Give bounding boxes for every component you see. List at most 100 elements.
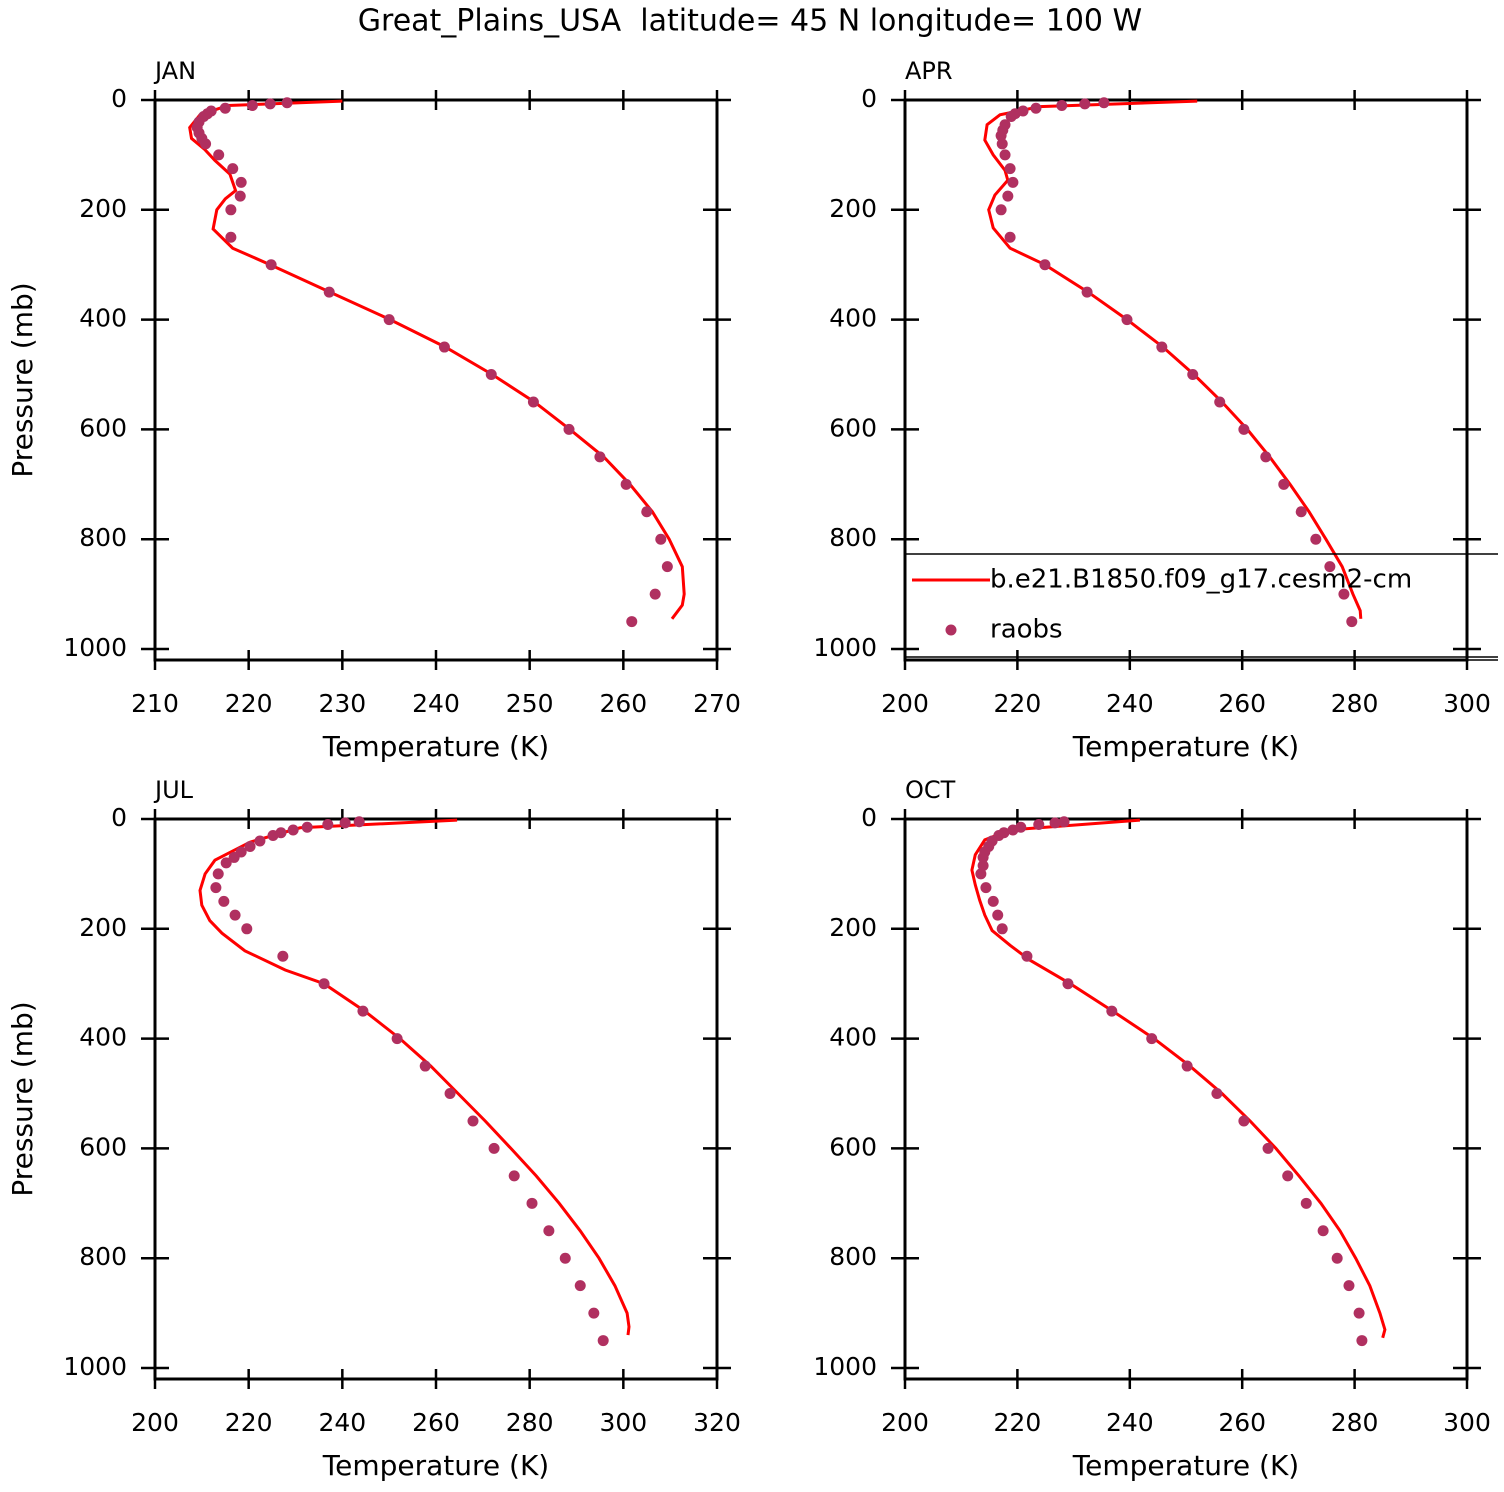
y-tick-label: 600 <box>829 1132 877 1161</box>
obs-point <box>1238 423 1250 435</box>
obs-point <box>995 204 1007 216</box>
obs-point <box>287 824 299 836</box>
y-tick-label: 800 <box>79 523 127 552</box>
obs-point <box>220 857 232 869</box>
plot-frame <box>903 817 1469 1381</box>
y-tick-label: 200 <box>829 194 877 223</box>
x-tick-label: 300 <box>1443 689 1491 718</box>
obs-point <box>1021 950 1033 962</box>
obs-point <box>999 149 1011 161</box>
x-tick-label: 260 <box>1218 1408 1266 1437</box>
obs-point <box>1262 1142 1274 1154</box>
y-tick-label: 600 <box>829 413 877 442</box>
obs-point <box>980 882 992 894</box>
obs-point <box>1211 1088 1223 1100</box>
obs-point <box>244 840 256 852</box>
obs-point <box>219 102 231 114</box>
obs-point <box>1007 176 1019 188</box>
x-tick-label: 230 <box>318 689 366 718</box>
obs-point <box>1056 99 1068 111</box>
plot-frame <box>153 817 719 1381</box>
obs-point <box>212 868 224 880</box>
model-line <box>198 818 631 1336</box>
obs-point <box>1098 97 1110 109</box>
obs-point <box>438 341 450 353</box>
obs-point <box>1187 369 1199 381</box>
obs-point <box>1282 1170 1294 1182</box>
panel-title: APR <box>905 57 953 85</box>
obs-point <box>594 451 606 463</box>
obs-point <box>444 1088 456 1100</box>
obs-point <box>1004 231 1016 243</box>
obs-point <box>1058 816 1070 828</box>
x-tick-label: 210 <box>131 689 179 718</box>
y-tick-label: 600 <box>79 1132 127 1161</box>
obs-point <box>1033 818 1045 830</box>
obs-point <box>1106 1005 1118 1017</box>
obs-point <box>213 149 225 161</box>
obs-point <box>246 99 258 111</box>
obs-point <box>419 1060 431 1072</box>
x-tick-label: 260 <box>599 689 647 718</box>
y-tick-label: 0 <box>111 803 127 832</box>
obs-point <box>1343 1280 1355 1292</box>
obs-point <box>1278 478 1290 490</box>
y-tick-label: 0 <box>861 84 877 113</box>
y-tick-label: 0 <box>861 803 877 832</box>
obs-point <box>1331 1252 1343 1264</box>
y-axis-label: Pressure (mb) <box>6 282 39 477</box>
obs-point <box>527 396 539 408</box>
x-tick-label: 240 <box>412 689 460 718</box>
obs-point <box>267 829 279 841</box>
y-tick-label: 800 <box>829 1242 877 1271</box>
obs-point <box>1121 314 1133 326</box>
obs-point <box>265 259 277 271</box>
obs-point <box>588 1307 600 1319</box>
obs-point <box>641 506 653 518</box>
y-tick-label: 400 <box>79 304 127 333</box>
obs-point <box>1030 102 1042 114</box>
y-tick-label: 1000 <box>813 1352 877 1381</box>
y-tick-label: 0 <box>111 84 127 113</box>
obs-point <box>1005 110 1017 122</box>
x-tick-label: 220 <box>225 689 273 718</box>
x-tick-label: 280 <box>1331 1408 1379 1437</box>
obs-point <box>323 286 335 298</box>
obs-point <box>1338 588 1350 600</box>
obs-point <box>1324 561 1336 573</box>
panel: APR 200 220 240 260 280 300 0 200 400 600 800 1000 Te… <box>813 57 1498 763</box>
y-tick-label: 1000 <box>813 633 877 662</box>
obs-point <box>391 1033 403 1045</box>
obs-point <box>1049 817 1061 829</box>
x-tick-label: 260 <box>412 1408 460 1437</box>
obs-point <box>264 98 276 110</box>
obs-point <box>574 1280 586 1292</box>
model-line <box>970 818 1387 1339</box>
y-tick-label: 1000 <box>63 1352 127 1381</box>
panel: OCT 200 220 240 260 280 300 0 200 400 600 800 1000 Te… <box>813 776 1490 1482</box>
x-tick-label: 260 <box>1218 689 1266 718</box>
y-tick-label: 800 <box>829 523 877 552</box>
obs-point <box>995 130 1007 142</box>
x-tick-label: 220 <box>994 689 1042 718</box>
obs-point <box>1238 1115 1250 1127</box>
obs-point <box>1346 616 1358 628</box>
y-axis-label: Pressure (mb) <box>6 1001 39 1196</box>
obs-point <box>987 895 999 907</box>
obs-point <box>996 923 1008 935</box>
x-tick-label: 220 <box>225 1408 273 1437</box>
obs-point <box>318 978 330 990</box>
obs-point <box>228 851 240 863</box>
legend-dot <box>945 624 957 636</box>
obs-point <box>1004 163 1016 175</box>
obs-point <box>218 895 230 907</box>
x-axis-label: Temperature (K) <box>1072 1449 1299 1482</box>
y-tick-label: 400 <box>829 1023 877 1052</box>
y-tick-label: 400 <box>79 1023 127 1052</box>
obs-point <box>254 835 266 847</box>
figure-title: Great_Plains_USA latitude= 45 N longitud… <box>358 4 1142 39</box>
panel-title: OCT <box>905 776 956 804</box>
obs-point <box>620 478 632 490</box>
obs-point <box>225 204 237 216</box>
panel-title: JUL <box>153 776 194 804</box>
